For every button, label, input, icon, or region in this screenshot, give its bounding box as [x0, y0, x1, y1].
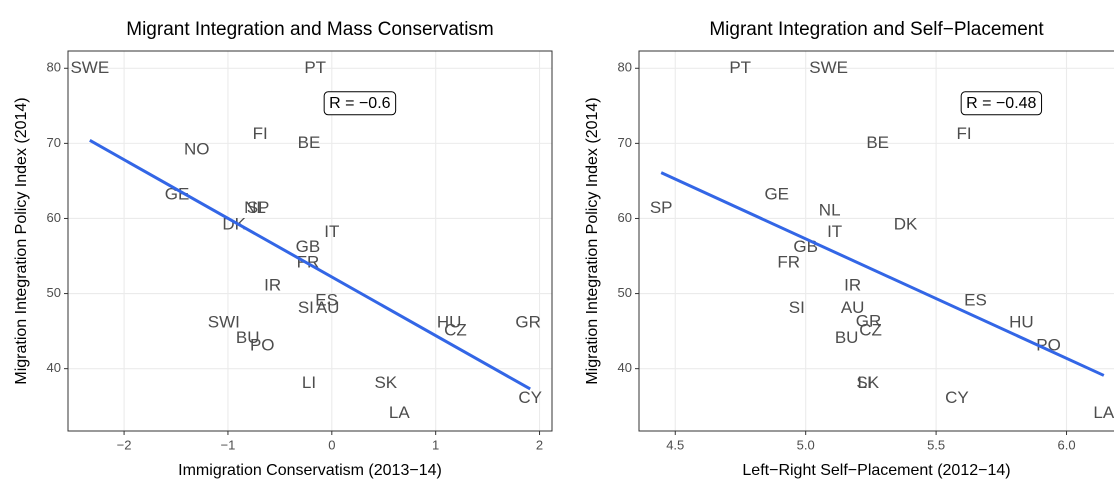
annotation: R = −0.6 [323, 91, 397, 116]
point-label: PO [250, 336, 275, 355]
point-label: HU [1009, 312, 1034, 331]
point-label: SWE [70, 58, 109, 77]
y-tick-label: 40 [618, 360, 632, 375]
panel-border [67, 50, 553, 432]
point-label: LA [1093, 403, 1114, 422]
point-label: SI [789, 298, 805, 317]
point-label: SWI [208, 312, 240, 331]
point-label: NL [244, 198, 266, 217]
point-label: DK [894, 215, 918, 234]
point-label: PO [1036, 336, 1061, 355]
annotation-text: R = −0.48 [966, 95, 1036, 112]
x-tick-label: 5.0 [797, 437, 815, 452]
point-label: IT [324, 222, 339, 241]
point-label: CZ [444, 321, 467, 340]
point-label: HU [437, 312, 462, 331]
point-label: PT [304, 58, 326, 77]
chart-title: Migrant Integration and Self−Placement [709, 19, 1044, 40]
annotation-box [323, 91, 397, 116]
regression-line [89, 139, 531, 391]
point-label: SK [856, 373, 879, 392]
point-label: IR [844, 276, 861, 295]
y-tick-label: 80 [47, 60, 61, 75]
point-label: NO [184, 140, 210, 159]
point-label: CY [518, 388, 542, 407]
point-label: SWE [809, 58, 848, 77]
point-label: NL [819, 200, 841, 219]
y-tick-label: 60 [618, 210, 632, 225]
point-label: IT [827, 222, 842, 241]
y-axis-title: Migration Integration Policy Index (2014… [13, 97, 30, 384]
point-label: FR [777, 252, 800, 271]
point-label: BE [866, 133, 889, 152]
point-label: FI [253, 124, 268, 143]
point-label: BE [298, 133, 321, 152]
point-label: BU [835, 328, 859, 347]
point-label: AU [316, 298, 340, 317]
point-label: BU [236, 328, 260, 347]
point-label: GB [296, 237, 321, 256]
y-tick-label: 50 [618, 285, 632, 300]
regression-line [660, 171, 1105, 377]
point-label: CY [945, 388, 969, 407]
y-tick-label: 50 [47, 285, 61, 300]
point-label: GR [856, 312, 882, 331]
y-tick-label: 40 [47, 360, 61, 375]
point-label: FI [956, 124, 971, 143]
x-tick-label: 5.5 [927, 437, 945, 452]
point-label: PT [729, 58, 751, 77]
point-label: IR [264, 276, 281, 295]
y-tick-label: 70 [618, 135, 632, 150]
annotation: R = −0.48 [960, 91, 1043, 116]
y-tick-label: 70 [47, 135, 61, 150]
point-label: LI [858, 373, 872, 392]
x-axis-title: Immigration Conservatism (2013−14) [178, 462, 442, 479]
x-tick-label: 0 [328, 437, 335, 452]
chart-title: Migrant Integration and Mass Conservatis… [126, 19, 494, 40]
y-tick-label: 80 [618, 60, 632, 75]
annotation-text: R = −0.6 [329, 95, 390, 112]
panel-border [638, 50, 1114, 432]
panel-background [68, 51, 552, 431]
x-tick-label: 6.0 [1057, 437, 1075, 452]
x-tick-label: 1 [432, 437, 439, 452]
x-tick-label: 4.5 [666, 437, 684, 452]
point-label: GE [165, 185, 190, 204]
x-tick-label: −2 [117, 437, 132, 452]
point-label: CZ [859, 321, 882, 340]
x-axis-title: Left−Right Self−Placement (2012−14) [742, 462, 1010, 479]
y-tick-label: 60 [47, 210, 61, 225]
point-label: LI [302, 373, 316, 392]
point-label: GR [515, 312, 541, 331]
point-label: SI [298, 298, 314, 317]
point-label: SP [247, 198, 270, 217]
y-axis-title: Migration Integration Policy Index (2014… [584, 97, 601, 384]
annotation-box [960, 91, 1043, 116]
point-label: ES [315, 291, 338, 310]
point-label: ES [964, 291, 987, 310]
panel: 40 50 60 70 80 4.5 5.0 5.5 6.0 PT SWE FI BE SP GE NL IT D… [584, 19, 1114, 479]
point-label: SP [650, 198, 673, 217]
point-label: SK [374, 373, 397, 392]
point-label: GE [764, 185, 789, 204]
point-label: AU [841, 298, 865, 317]
x-tick-label: 2 [536, 437, 543, 452]
point-label: LA [389, 403, 410, 422]
x-tick-label: −1 [221, 437, 236, 452]
